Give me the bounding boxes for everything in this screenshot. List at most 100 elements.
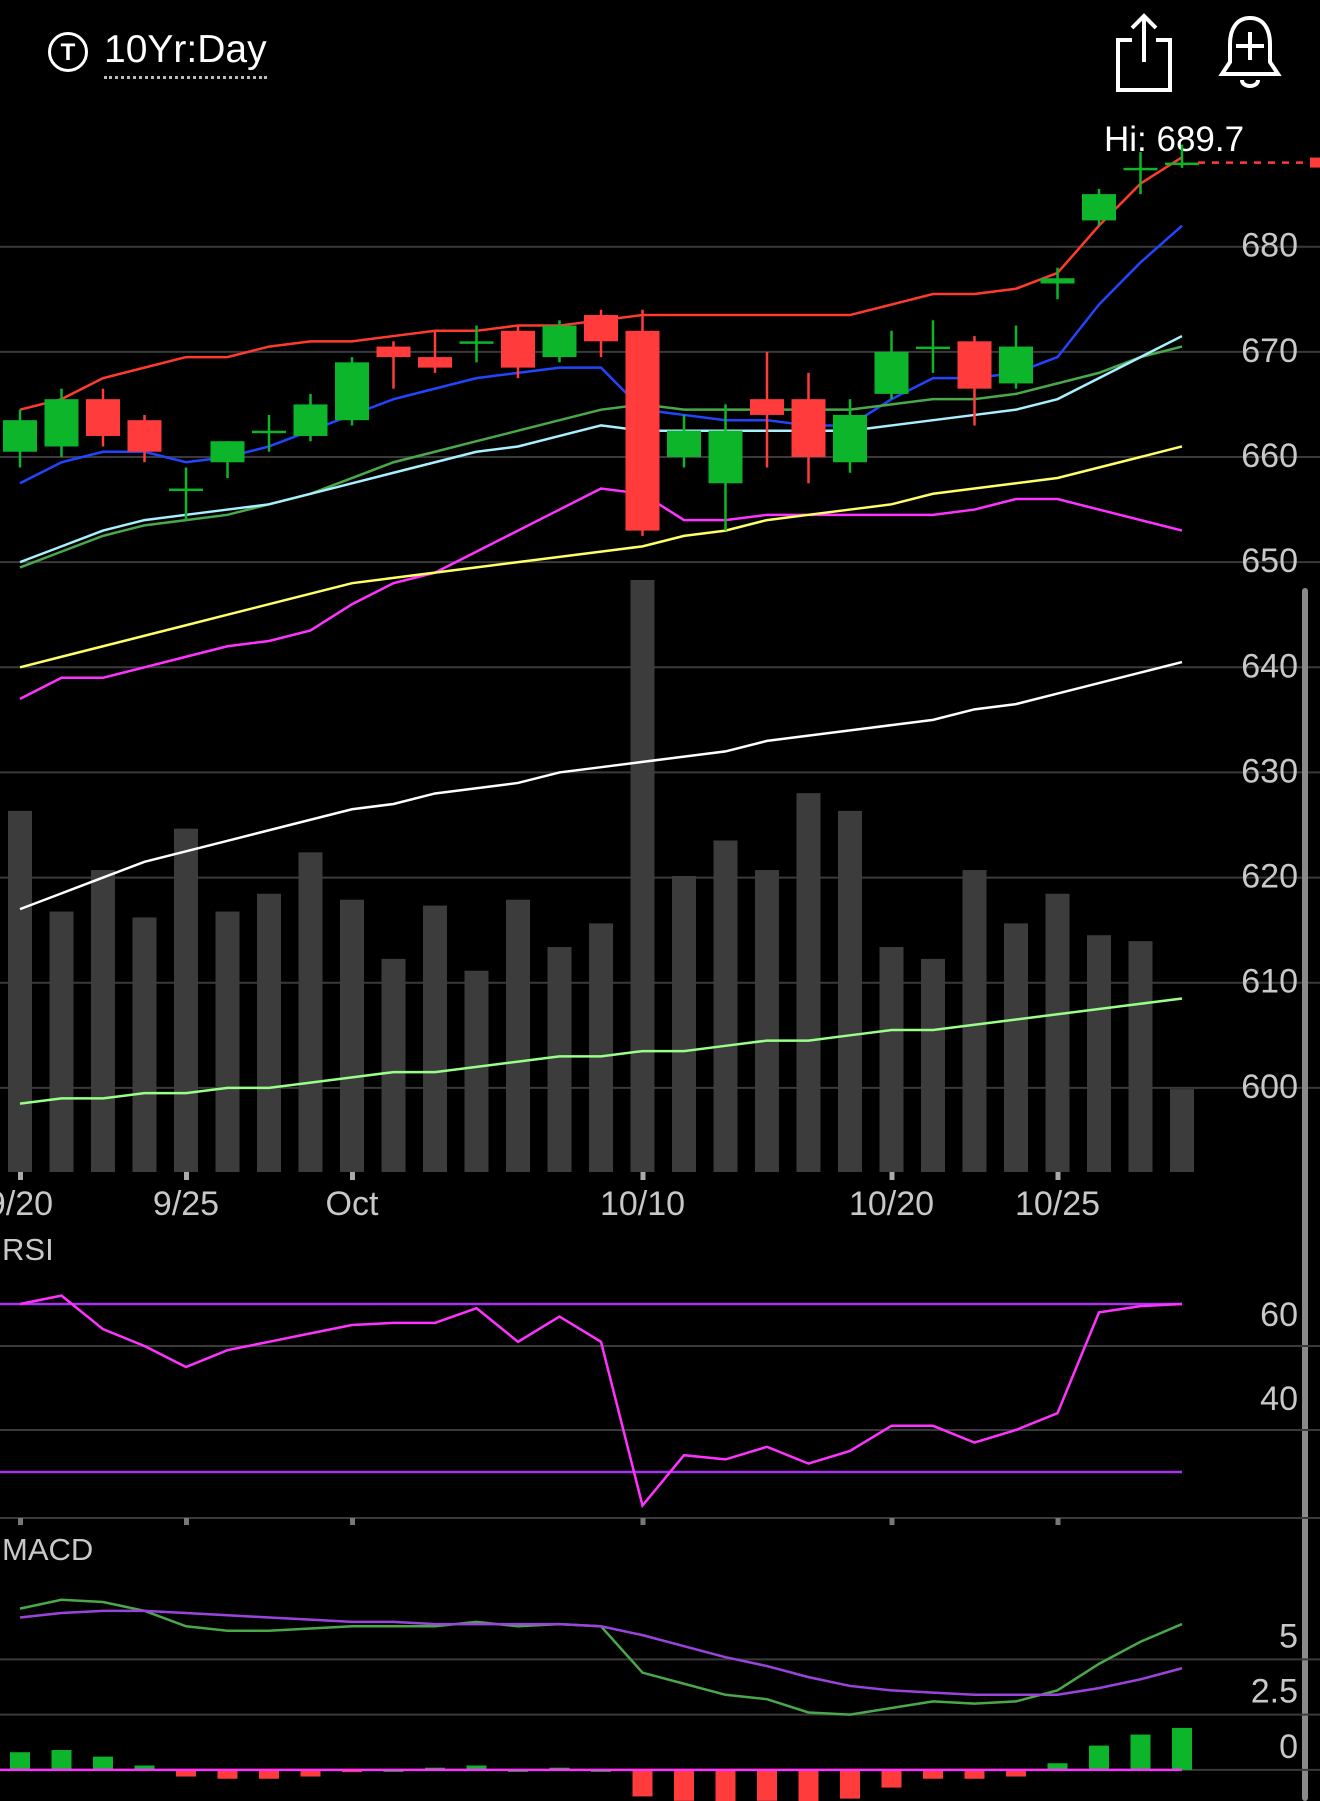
candle-up — [252, 430, 286, 434]
macd-histogram-bar-down — [632, 1769, 653, 1797]
volume-bar — [298, 852, 323, 1172]
candle-up — [1165, 162, 1199, 166]
volume-bar — [962, 870, 987, 1172]
x-axis-tick-label: 10/10 — [600, 1185, 685, 1223]
volume-bar — [796, 793, 821, 1172]
price-axis-tick-label: 660 — [1241, 437, 1298, 475]
bollinger-lower-line — [19, 487, 1183, 700]
candle-down — [625, 330, 660, 531]
x-axis-tick-label: 10/20 — [849, 1185, 934, 1223]
macd-histogram-bar-up — [134, 1765, 155, 1770]
volume-bar — [1128, 941, 1153, 1172]
rsi-x-tick — [350, 1518, 355, 1525]
candle-down — [957, 341, 992, 389]
volume-bar — [91, 870, 115, 1172]
price-axis-tick-label: 680 — [1241, 227, 1298, 265]
rsi-x-tick — [640, 1518, 646, 1525]
candle-down — [501, 330, 535, 368]
candle-up — [999, 346, 1033, 384]
sma-white-line — [19, 660, 1183, 911]
volume-bar — [174, 828, 198, 1172]
volume-bar — [630, 580, 655, 1172]
x-axis-tick — [640, 1172, 646, 1180]
candle-up — [459, 341, 494, 344]
candle-down — [418, 357, 452, 368]
rsi-line — [19, 1294, 1183, 1509]
macd-histogram-bar-down — [757, 1769, 777, 1801]
volume-bar — [755, 870, 779, 1172]
macd-histogram-bar-down — [881, 1769, 902, 1788]
last-price-marker — [1310, 157, 1320, 168]
candle-up — [210, 441, 245, 463]
volume-bar — [423, 905, 447, 1172]
candle-up — [542, 325, 577, 358]
candle-up — [335, 362, 369, 421]
price-axis-tick-label: 600 — [1241, 1068, 1298, 1106]
rsi-axis-tick-label: 60 — [1260, 1296, 1298, 1334]
macd-histogram-bar-up — [1089, 1745, 1109, 1770]
sma-green-line — [19, 997, 1183, 1105]
x-axis-tick — [1055, 1172, 1061, 1180]
share-icon[interactable] — [1112, 10, 1176, 98]
rsi-x-tick — [1055, 1518, 1061, 1525]
macd-axis-tick-label: 0 — [1279, 1728, 1298, 1766]
volume-bar — [589, 923, 613, 1172]
macd-histogram-bar-down — [840, 1769, 860, 1799]
x-axis-tick — [889, 1172, 895, 1180]
x-axis-tick — [350, 1172, 355, 1180]
volume-bar — [1170, 1089, 1194, 1172]
macd-histogram-bar-down — [964, 1769, 985, 1779]
volume-bar — [49, 911, 74, 1172]
chart-timeframe-selector[interactable]: 10Yr:Day — [104, 26, 267, 79]
volume-bar — [381, 958, 406, 1172]
macd-macd-line — [19, 1598, 1183, 1716]
volume-bar — [132, 917, 157, 1172]
candle-up — [708, 430, 743, 484]
macd-histogram-bar-down — [176, 1769, 196, 1777]
macd-panel-title: MACD — [2, 1532, 93, 1567]
candle-up — [667, 430, 701, 457]
high-price-label: Hi: 689.7 — [1104, 120, 1245, 159]
candle-up — [874, 351, 909, 394]
macd-histogram-bar-up — [51, 1750, 72, 1770]
macd-histogram-bar-down — [1006, 1769, 1026, 1777]
macd-histogram-bar-up — [10, 1752, 30, 1770]
volume-bar — [340, 899, 364, 1172]
candle-up — [3, 420, 37, 452]
volume-bar — [838, 810, 862, 1172]
macd-histogram-bar-down — [923, 1769, 943, 1779]
volume-bar — [464, 970, 489, 1172]
macd-histogram-bar-down — [259, 1769, 279, 1779]
x-axis-tick — [18, 1172, 23, 1180]
rsi-x-tick — [184, 1518, 189, 1525]
price-axis-tick-label: 670 — [1241, 332, 1298, 370]
volume-bar — [547, 947, 572, 1172]
rsi-panel-title: RSI — [2, 1232, 54, 1267]
macd-signal-line — [19, 1609, 1183, 1697]
macd-histogram-bar-down — [715, 1769, 736, 1801]
price-axis-tick-label: 620 — [1241, 858, 1298, 896]
volume-bar — [713, 840, 738, 1172]
price-axis-tick-label: 650 — [1241, 542, 1298, 580]
x-axis-tick — [184, 1172, 189, 1180]
rsi-axis-tick-label: 40 — [1260, 1380, 1298, 1418]
macd-histogram-bar-down — [300, 1769, 321, 1777]
candle-down — [86, 399, 120, 436]
price-axis-tick-label: 610 — [1241, 963, 1298, 1001]
symbol-icon[interactable]: T — [48, 32, 88, 72]
macd-histogram-bar-down — [217, 1769, 238, 1779]
bell-plus-icon[interactable] — [1216, 10, 1284, 94]
volume-bar — [1045, 893, 1070, 1172]
x-axis-tick-label: 10/25 — [1015, 1185, 1100, 1223]
candle-up — [916, 346, 950, 350]
macd-histogram-bar-up — [1130, 1734, 1151, 1770]
candle-up — [44, 399, 79, 447]
macd-histogram-bar-down — [798, 1769, 819, 1801]
candle-up — [293, 404, 328, 436]
candle-up — [1082, 194, 1116, 221]
volume-bar — [257, 893, 281, 1172]
macd-histogram-bar-down — [674, 1769, 694, 1801]
volume-bar — [8, 810, 32, 1172]
candle-down — [750, 399, 784, 415]
